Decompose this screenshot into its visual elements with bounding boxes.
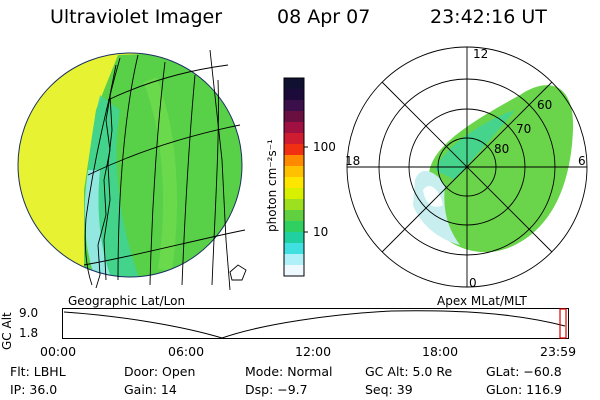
x-tick-0600: 06:00 xyxy=(168,344,205,359)
altitude-plot xyxy=(62,308,569,339)
colorbar-unit-label: photon cm⁻²s⁻¹ xyxy=(265,139,279,232)
instrument-title: Ultraviolet Imager xyxy=(50,6,223,28)
polar-plot: 12 18 6 0 60 70 80 xyxy=(345,46,588,290)
altitude-y-label: GC Alt xyxy=(0,312,14,350)
seq-status: Seq: 39 xyxy=(365,382,413,397)
colorbar-cell xyxy=(284,122,304,134)
colorbar-gradient xyxy=(284,78,304,277)
ip-status: IP: 36.0 xyxy=(10,382,58,397)
altitude-y-label-wrap: GC Alt xyxy=(0,312,14,350)
colorbar-cell xyxy=(284,254,304,266)
colorbar-cell xyxy=(284,210,304,222)
glon-status: GLon: 116.9 xyxy=(486,382,562,397)
colorbar-cell xyxy=(284,133,304,145)
colorbar-cell xyxy=(284,111,304,123)
colorbar-tick-100: 100 xyxy=(313,140,336,154)
geographic-caption: Geographic Lat/Lon xyxy=(68,294,186,308)
x-tick-1800: 18:00 xyxy=(422,344,459,359)
colorbar-cell xyxy=(284,166,304,178)
date-label: 08 Apr 07 xyxy=(277,6,371,28)
mlt-label-12: 12 xyxy=(473,47,488,61)
geographic-image xyxy=(17,49,247,291)
colorbar-tick-10: 10 xyxy=(313,225,329,239)
colorbar-cell xyxy=(284,78,304,90)
polar-caption: Apex MLat/MLT xyxy=(437,294,527,308)
mlt-label-18: 18 xyxy=(345,154,360,168)
colorbar-cell xyxy=(284,243,304,255)
filter-status: Flt: LBHL xyxy=(10,364,66,379)
glat-status: GLat: −60.8 xyxy=(486,364,562,379)
colorbar-cell xyxy=(284,188,304,200)
mlat-label-80: 80 xyxy=(494,142,509,156)
colorbar-cell xyxy=(284,232,304,244)
colorbar-cell xyxy=(284,89,304,101)
x-tick-2359: 23:59 xyxy=(540,344,577,359)
colorbar-cell xyxy=(284,100,304,112)
current-time-marker xyxy=(559,308,567,339)
altitude-tick-high: 9.0 xyxy=(19,306,39,320)
altitude-tick-low: 1.8 xyxy=(19,326,39,340)
gain-status: Gain: 14 xyxy=(124,382,177,397)
colorbar-cell xyxy=(284,144,304,156)
mlat-label-60: 60 xyxy=(537,98,552,112)
colorbar-cell xyxy=(284,221,304,233)
mlt-label-0: 0 xyxy=(469,276,477,290)
colorbar-cell xyxy=(284,177,304,189)
colorbar-cell xyxy=(284,265,304,277)
mlat-label-70: 70 xyxy=(516,122,531,136)
colorbar-cell xyxy=(284,155,304,167)
x-tick-0000: 00:00 xyxy=(40,344,77,359)
dsp-status: Dsp: −9.7 xyxy=(245,382,308,397)
colorbar-cell xyxy=(284,199,304,211)
door-status: Door: Open xyxy=(124,364,196,379)
x-tick-1200: 12:00 xyxy=(295,344,332,359)
mlt-label-6: 6 xyxy=(578,154,586,168)
time-label: 23:42:16 UT xyxy=(430,6,547,28)
mode-status: Mode: Normal xyxy=(245,364,333,379)
gc-alt-status: GC Alt: 5.0 Re xyxy=(365,364,453,379)
colorbar: photon cm⁻²s⁻¹ xyxy=(265,77,308,277)
